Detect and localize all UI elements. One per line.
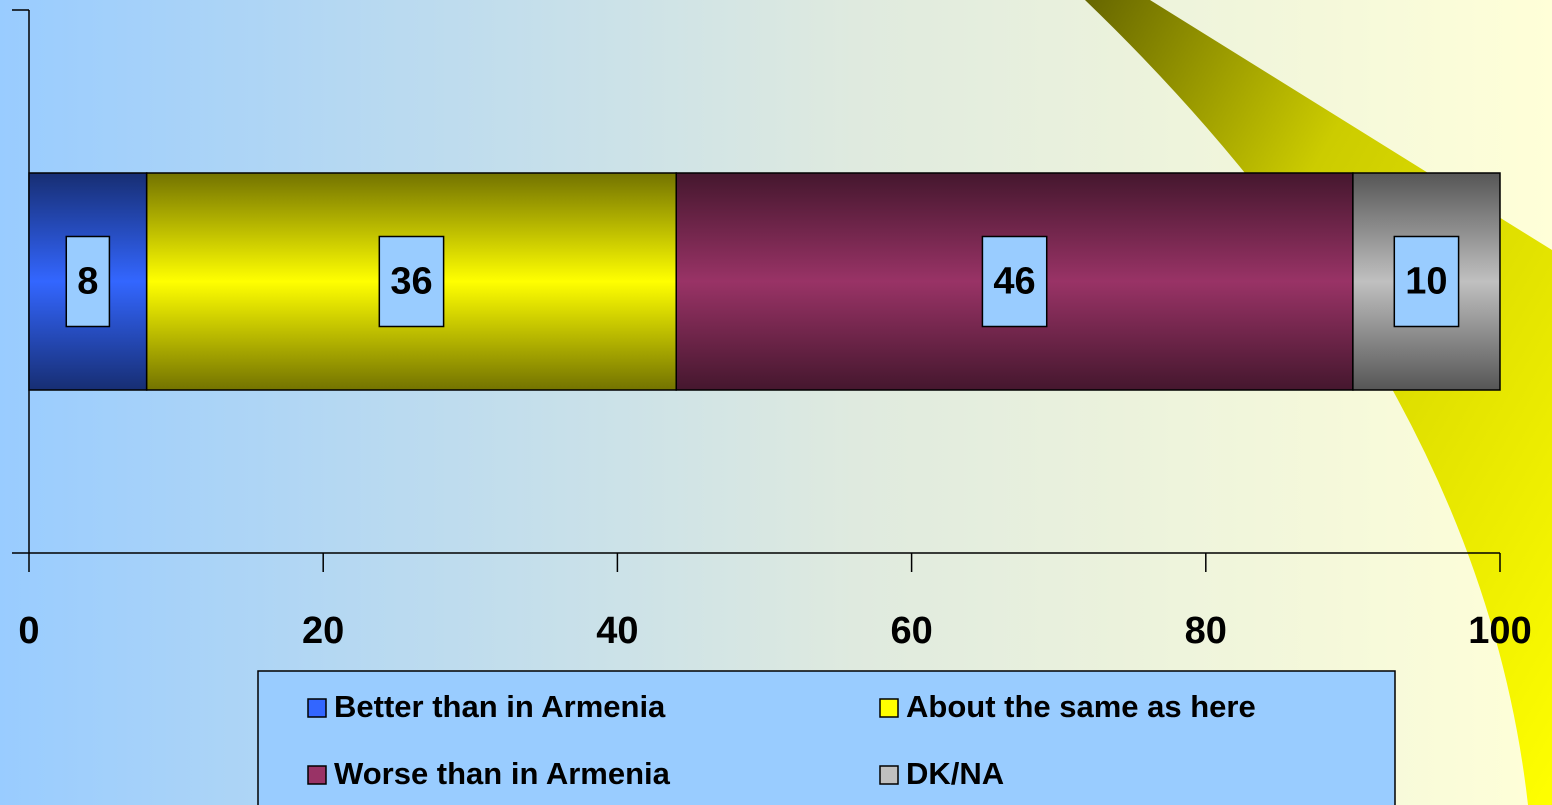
legend-label: Better than in Armenia [334,689,666,724]
x-tick-label: 80 [1185,610,1227,652]
x-tick-label: 100 [1468,610,1531,652]
data-label: 36 [390,261,432,303]
x-tick-label: 40 [596,610,638,652]
x-tick-label: 60 [890,610,932,652]
data-label: 46 [993,261,1035,303]
legend [257,670,1396,805]
data-label-box [981,235,1048,328]
legend-label: About the same as here [906,689,1256,724]
data-label-box [1393,235,1460,328]
data-label-box [378,235,445,328]
x-tick-label: 0 [18,610,39,652]
x-tick-label: 20 [302,610,344,652]
legend-label: Worse than in Armenia [334,756,671,791]
legend-swatch [307,698,327,718]
legend-swatch [879,698,899,718]
legend-swatch [879,765,899,785]
data-label-box [65,235,111,328]
data-label: 10 [1405,261,1447,303]
data-label: 8 [77,261,98,303]
legend-swatch [307,765,327,785]
legend-label: DK/NA [906,756,1004,791]
